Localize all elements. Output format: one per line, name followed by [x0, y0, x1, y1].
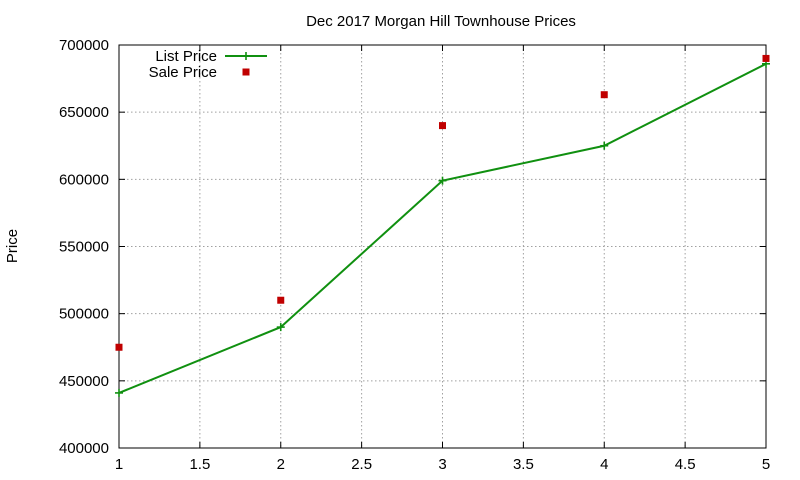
y-tick-label: 550000: [59, 239, 109, 256]
grid-layer: [119, 45, 766, 448]
y-tick-label: 650000: [59, 104, 109, 121]
legend-swatch-marker: [242, 52, 250, 60]
y-tick-label: 700000: [59, 37, 109, 54]
y-tick-label: 500000: [59, 306, 109, 323]
y-tick-label: 450000: [59, 373, 109, 390]
series-layer: [115, 54, 770, 397]
series-sale-price: [115, 54, 770, 351]
list-price-point: [276, 323, 285, 332]
sale-price-point: [600, 91, 608, 99]
x-tick-label: 3: [438, 456, 446, 473]
x-tick-label: 2.5: [351, 456, 372, 473]
legend-label: List Price: [155, 48, 217, 65]
x-tick-label: 5: [762, 456, 770, 473]
x-tick-label: 4: [600, 456, 608, 473]
sale-price-point: [762, 54, 770, 62]
x-tick-label: 3.5: [513, 456, 534, 473]
y-axis-label: Price: [4, 229, 21, 263]
legend-swatch-marker: [242, 68, 250, 76]
sale-price-point: [115, 343, 123, 351]
sale-price-point: [277, 296, 285, 304]
y-tick-label: 600000: [59, 171, 109, 188]
legend-item-list-price: List Price: [155, 48, 267, 65]
legend-item-sale-price: Sale Price: [149, 64, 250, 81]
x-tick-label: 4.5: [675, 456, 696, 473]
chart-title: Dec 2017 Morgan Hill Townhouse Prices: [306, 13, 576, 30]
y-tick-label: 400000: [59, 440, 109, 457]
list-price-point: [115, 388, 123, 397]
ticks-layer: 1 1.5 2 2.5 3 3.5 4 4.5 5 400000 450000 500000 55000…: [59, 37, 770, 473]
legend-label: Sale Price: [149, 64, 217, 81]
list-price-point: [438, 176, 447, 185]
x-tick-label: 1: [115, 456, 123, 473]
x-tick-label: 2: [277, 456, 285, 473]
sale-price-point: [439, 122, 446, 130]
list-price-point: [600, 141, 609, 150]
x-tick-label: 1.5: [189, 456, 210, 473]
